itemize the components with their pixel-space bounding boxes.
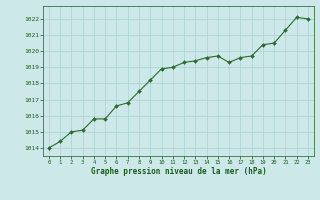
X-axis label: Graphe pression niveau de la mer (hPa): Graphe pression niveau de la mer (hPa): [91, 167, 266, 176]
